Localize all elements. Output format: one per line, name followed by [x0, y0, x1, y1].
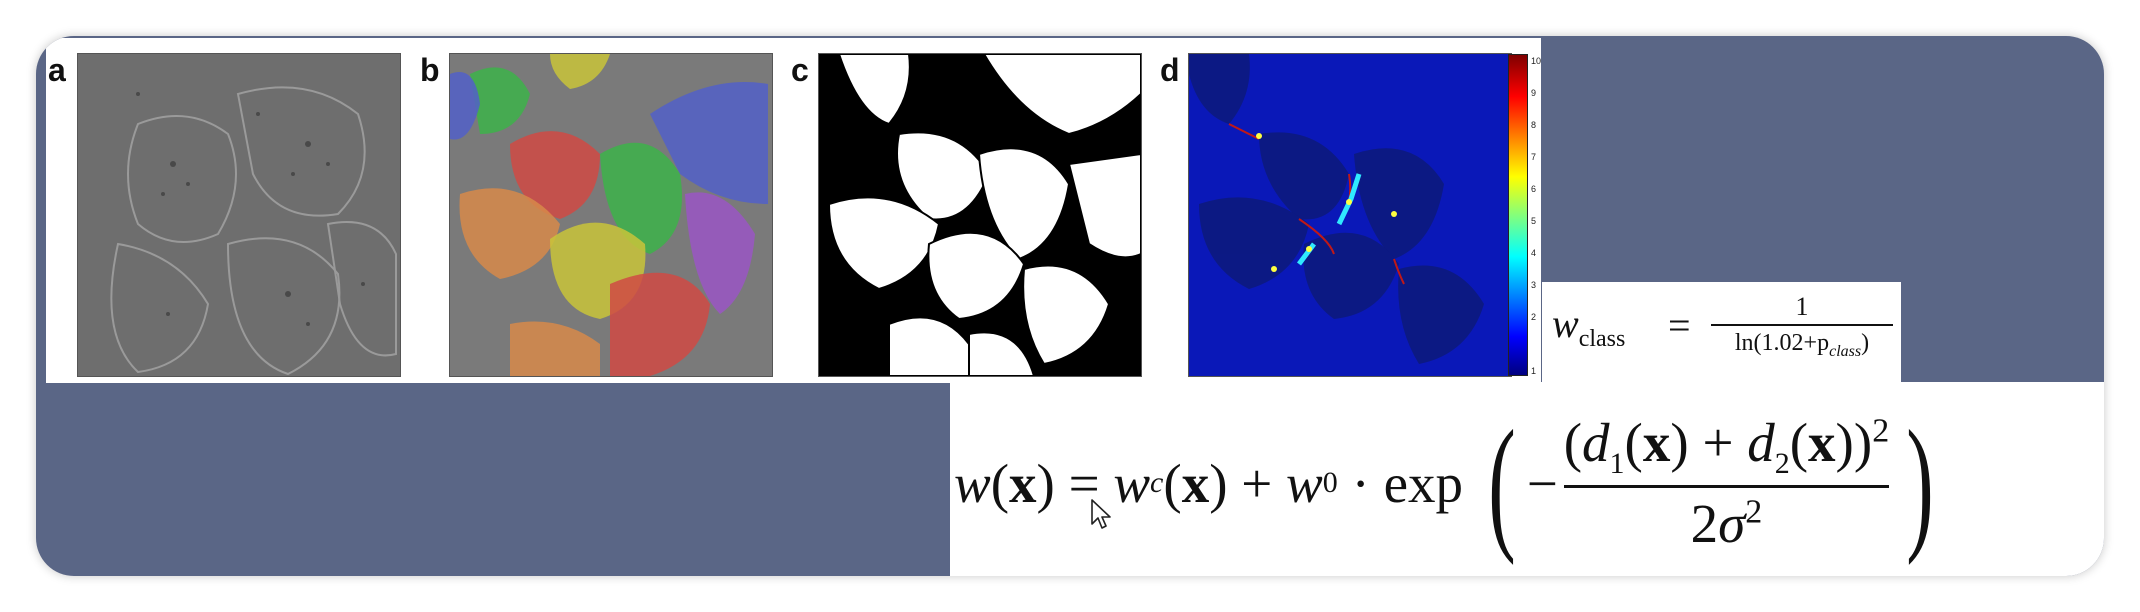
panel-label-b: b — [420, 52, 440, 88]
mouse-pointer-icon — [1091, 499, 1111, 529]
wclass-equals: = — [1668, 303, 1691, 348]
colorbar-tick: 5 — [1531, 216, 1537, 226]
colorbar-tick: 9 — [1531, 88, 1537, 98]
panel-label-d: d — [1160, 52, 1180, 88]
colorbar — [1508, 54, 1528, 376]
panel-c-binary-mask — [818, 53, 1142, 377]
panel-b-segmentation-overlay — [449, 53, 773, 377]
colorbar-tick: 6 — [1531, 184, 1537, 194]
wclass-denominator: ln(1.02+pclass) — [1734, 330, 1870, 360]
colorbar-tick: 3 — [1531, 280, 1537, 290]
figure-strip: a b — [46, 38, 1541, 383]
colorbar-tick: 2 — [1531, 312, 1537, 322]
weight-fraction: (d1(x) + d2(x))2 2σ2 — [1563, 412, 1890, 554]
colorbar-tick: 4 — [1531, 248, 1537, 258]
wclass-lhs: wclass — [1552, 301, 1626, 352]
colorbar-tick: 7 — [1531, 152, 1537, 162]
colorbar-tick: 8 — [1531, 120, 1537, 130]
panel-label-a: a — [48, 52, 66, 88]
colorbar-tick: 1 — [1531, 366, 1537, 376]
panel-a-micrograph — [77, 53, 401, 377]
panel-d-weight-map — [1188, 53, 1512, 377]
colorbar-ticks: 10 9 8 7 6 5 4 3 2 1 — [1531, 48, 1545, 378]
wclass-fraction: 1 ln(1.02+pclass) — [1707, 292, 1897, 367]
panel-label-c: c — [791, 52, 809, 88]
class-weight-formula: wclass = 1 ln(1.02+pclass) — [1542, 282, 1901, 384]
colorbar-tick: 10 — [1531, 56, 1542, 66]
slide-window: a b — [36, 36, 2104, 576]
wclass-numerator: 1 — [1795, 292, 1809, 321]
